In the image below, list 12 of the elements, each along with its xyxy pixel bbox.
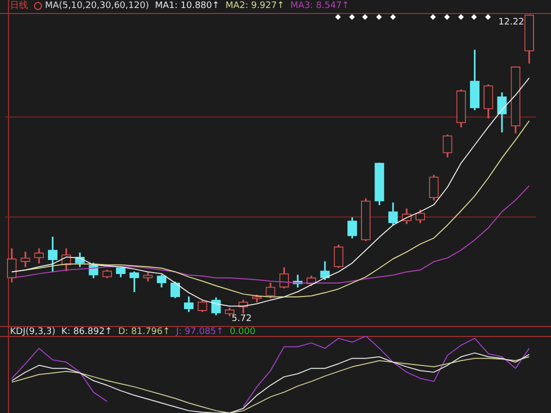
annotation: J: 97.085↑ xyxy=(176,327,224,337)
annotation: 5.72 xyxy=(232,314,252,324)
annotation: K: 86.892↑ xyxy=(61,327,112,337)
chart-subtitle: 日线 xyxy=(10,1,28,11)
chart-title: MA(5,10,20,30,60,120) xyxy=(45,1,149,11)
annotation: D: 81.796↑ xyxy=(118,327,170,337)
chart-title: KDJ(9,3,3) xyxy=(10,327,56,337)
text: MA2: 9.927↑ xyxy=(226,1,284,11)
text: MA1: 10.880↑ xyxy=(154,1,220,11)
annotation: 0.000 xyxy=(230,327,256,337)
annotation: 12.22 xyxy=(498,17,524,28)
text: MA3: 8.547↑ xyxy=(290,1,350,11)
